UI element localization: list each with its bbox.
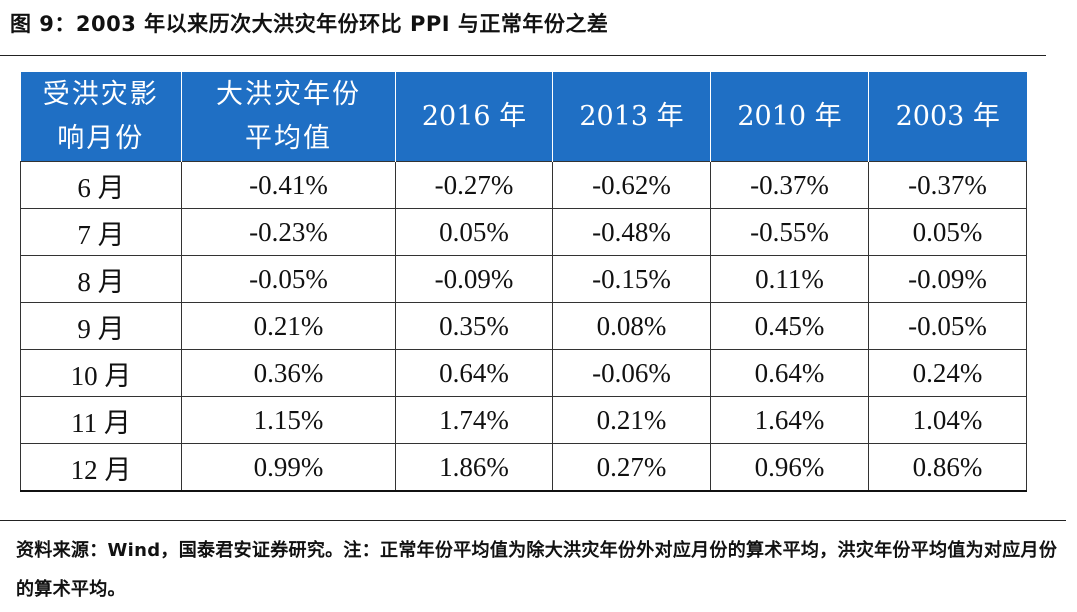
header-year-2013: 2013 年 [552, 72, 711, 162]
table-row: 9 月 0.21% 0.35% 0.08% 0.45% -0.05% [20, 302, 1027, 350]
value-cell-2013: 0.08% [552, 302, 711, 350]
top-divider [0, 55, 1046, 56]
month-cell: 11 月 [20, 396, 182, 444]
value-cell-2003: -0.37% [868, 161, 1027, 209]
average-cell: -0.05% [181, 255, 396, 303]
month-cell: 10 月 [20, 349, 182, 397]
header-year-2003: 2003 年 [868, 72, 1027, 162]
value-cell-2003: 1.04% [868, 396, 1027, 444]
value-cell-2003: 0.05% [868, 208, 1027, 256]
month-cell: 12 月 [20, 443, 182, 492]
figure-title: 图 9：2003 年以来历次大洪灾年份环比 PPI 与正常年份之差 [10, 12, 609, 36]
month-cell: 9 月 [20, 302, 182, 350]
average-cell: -0.23% [181, 208, 396, 256]
value-cell-2003: -0.05% [868, 302, 1027, 350]
value-cell-2013: 0.27% [552, 443, 711, 492]
month-cell: 6 月 [20, 161, 182, 209]
header-year-2010: 2010 年 [710, 72, 869, 162]
table-header-row: 受洪灾影响月份 大洪灾年份平均值 2016 年 2013 年 2010 年 20… [20, 72, 1027, 162]
value-cell-2003: 0.24% [868, 349, 1027, 397]
value-cell-2013: -0.06% [552, 349, 711, 397]
value-cell-2010: -0.37% [710, 161, 869, 209]
value-cell-2013: -0.15% [552, 255, 711, 303]
table-row: 6 月 -0.41% -0.27% -0.62% -0.37% -0.37% [20, 161, 1027, 209]
table-row: 10 月 0.36% 0.64% -0.06% 0.64% 0.24% [20, 349, 1027, 397]
value-cell-2013: -0.48% [552, 208, 711, 256]
value-cell-2013: -0.62% [552, 161, 711, 209]
value-cell-2016: -0.09% [395, 255, 553, 303]
value-cell-2016: 0.35% [395, 302, 553, 350]
value-cell-2010: -0.55% [710, 208, 869, 256]
ppi-difference-table: 受洪灾影响月份 大洪灾年份平均值 2016 年 2013 年 2010 年 20… [20, 72, 1027, 492]
value-cell-2010: 1.64% [710, 396, 869, 444]
value-cell-2003: 0.86% [868, 443, 1027, 492]
value-cell-2016: 0.05% [395, 208, 553, 256]
table-row: 7 月 -0.23% 0.05% -0.48% -0.55% 0.05% [20, 208, 1027, 256]
average-cell: 0.36% [181, 349, 396, 397]
value-cell-2016: 0.64% [395, 349, 553, 397]
average-cell: 0.21% [181, 302, 396, 350]
header-affected-month: 受洪灾影响月份 [20, 72, 182, 162]
header-year-2016: 2016 年 [395, 72, 553, 162]
table-row: 12 月 0.99% 1.86% 0.27% 0.96% 0.86% [20, 443, 1027, 492]
average-cell: 1.15% [181, 396, 396, 444]
bottom-divider [0, 520, 1066, 521]
header-flood-year-average: 大洪灾年份平均值 [181, 72, 396, 162]
month-cell: 7 月 [20, 208, 182, 256]
value-cell-2010: 0.11% [710, 255, 869, 303]
table-row: 8 月 -0.05% -0.09% -0.15% 0.11% -0.09% [20, 255, 1027, 303]
value-cell-2003: -0.09% [868, 255, 1027, 303]
value-cell-2010: 0.45% [710, 302, 869, 350]
table-row: 11 月 1.15% 1.74% 0.21% 1.64% 1.04% [20, 396, 1027, 444]
value-cell-2016: -0.27% [395, 161, 553, 209]
value-cell-2010: 0.64% [710, 349, 869, 397]
average-cell: 0.99% [181, 443, 396, 492]
value-cell-2010: 0.96% [710, 443, 869, 492]
value-cell-2016: 1.74% [395, 396, 553, 444]
month-cell: 8 月 [20, 255, 182, 303]
average-cell: -0.41% [181, 161, 396, 209]
value-cell-2013: 0.21% [552, 396, 711, 444]
source-note: 资料来源：Wind，国泰君安证券研究。注：正常年份平均值为除大洪灾年份外对应月份… [16, 540, 1058, 600]
value-cell-2016: 1.86% [395, 443, 553, 492]
